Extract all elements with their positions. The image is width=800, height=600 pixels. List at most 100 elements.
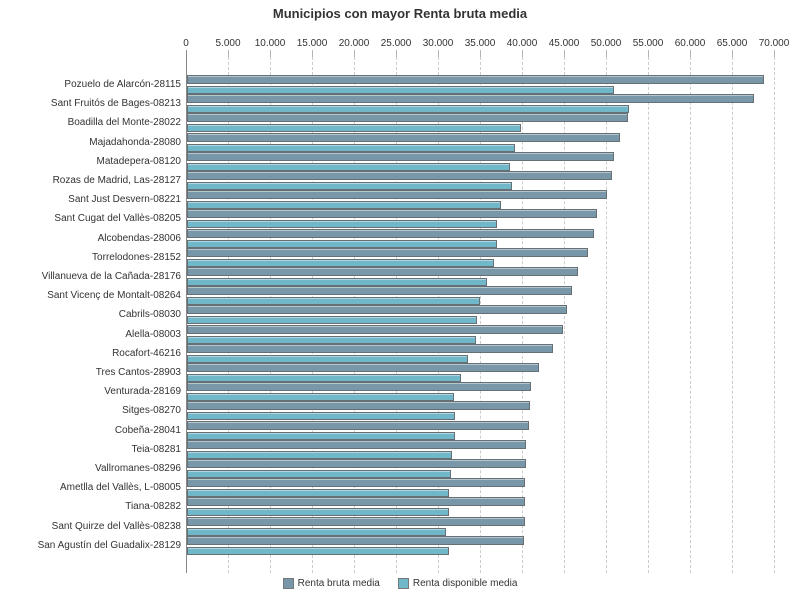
gridline (312, 57, 313, 573)
category-label: Boadilla del Monte-28022 (67, 117, 181, 129)
x-tick-label: 15.000 (296, 38, 328, 49)
bar-renta-bruta (187, 113, 628, 123)
bar-renta-bruta (187, 401, 530, 411)
bar-renta-bruta (187, 151, 614, 161)
gridline (606, 57, 607, 573)
category-label: Tres Cantos-28903 (95, 367, 181, 378)
chart-title: Municipios con mayor Renta bruta media (272, 6, 528, 21)
category-label: Cobeña-28041 (114, 424, 181, 436)
legend-label-renta-bruta: Renta bruta media (297, 578, 380, 589)
gridline (228, 57, 229, 573)
bar-renta-disponible (187, 297, 481, 306)
bar-renta-disponible (187, 278, 487, 286)
bar-renta-disponible (187, 374, 461, 382)
x-tick-label: 25.000 (380, 38, 412, 49)
x-tick-label: 70.000 (758, 38, 790, 49)
bar-renta-disponible (187, 431, 455, 440)
category-label: San Agustín del Guadalix-28129 (37, 539, 181, 551)
x-tick-mark (648, 50, 649, 57)
gridline (438, 57, 439, 573)
x-tick-label: 60.000 (674, 38, 706, 49)
x-tick-mark (270, 50, 271, 57)
x-tick-mark (480, 50, 481, 57)
bar-renta-disponible (187, 508, 450, 517)
bar-renta-disponible (187, 412, 455, 421)
category-label: Vallromanes-08296 (95, 463, 181, 474)
x-tick-mark (564, 50, 565, 57)
category-label: Alcobendas-28006 (97, 232, 181, 244)
gridline (354, 57, 355, 573)
gridline (522, 57, 523, 573)
x-tick-label: 20.000 (338, 38, 370, 49)
x-tick-label: 45.000 (548, 38, 580, 49)
bar-renta-disponible (187, 105, 629, 114)
x-tick-label: 30.000 (422, 38, 454, 49)
bar-renta-disponible (187, 527, 446, 536)
bar-renta-disponible (187, 354, 469, 363)
gridline (480, 57, 481, 573)
category-label: Sant Quirze del Vallès-08238 (51, 520, 181, 532)
category-label: Teia-08281 (131, 443, 181, 455)
bar-renta-bruta (187, 382, 532, 392)
legend-swatch-renta-bruta (282, 578, 294, 589)
x-tick-mark (396, 50, 397, 57)
x-tick-label: 5.000 (215, 38, 241, 49)
y-axis-line (186, 50, 187, 573)
bar-renta-bruta (187, 305, 567, 315)
legend-label-renta-disponible: Renta disponible media (412, 578, 518, 589)
x-tick-mark (228, 50, 229, 57)
x-tick-label: 0 (183, 38, 189, 49)
plot-area (186, 57, 775, 573)
bar-renta-disponible (187, 86, 614, 94)
category-label: Sant Cugat del Vallès-08205 (54, 213, 181, 225)
x-tick-mark (438, 50, 439, 57)
bar-renta-bruta (187, 267, 579, 276)
category-label: Torrelodones-28152 (92, 251, 181, 263)
x-tick-label: 10.000 (254, 38, 286, 49)
category-label: Venturada-28169 (104, 386, 181, 398)
bar-renta-disponible (187, 201, 502, 210)
bar-renta-disponible (187, 335, 476, 344)
bar-renta-bruta (187, 228, 595, 238)
bar-renta-bruta (187, 535, 524, 545)
gridline (564, 57, 565, 573)
bar-renta-bruta (187, 478, 525, 488)
bar-renta-disponible (187, 182, 513, 190)
bar-renta-disponible (187, 470, 451, 478)
bar-renta-disponible (187, 450, 452, 459)
x-tick-label: 50.000 (590, 38, 622, 49)
gridline (648, 57, 649, 573)
bar-renta-bruta (187, 420, 529, 430)
bar-renta-bruta (187, 459, 526, 468)
bar-renta-bruta (187, 439, 527, 449)
category-label: Pozuelo de Alarcón-28115 (64, 79, 181, 90)
bar-renta-disponible (187, 220, 497, 229)
gridline (774, 57, 775, 573)
x-tick-mark (690, 50, 691, 57)
category-label: Rozas de Madrid, Las-28127 (52, 175, 181, 186)
category-label: Majadahonda-28080 (89, 136, 181, 148)
bar-renta-disponible (187, 239, 497, 248)
bar-renta-disponible (187, 546, 450, 555)
bar-renta-bruta (187, 363, 539, 372)
category-label: Villanueva de la Cañada-28176 (41, 271, 181, 282)
x-tick-mark (606, 50, 607, 57)
x-tick-mark (774, 50, 775, 57)
bar-renta-bruta (187, 286, 572, 296)
bar-renta-bruta (187, 171, 613, 180)
category-label: Rocafort-46216 (112, 347, 181, 359)
bar-renta-disponible (187, 143, 516, 152)
x-tick-mark (354, 50, 355, 57)
category-label: Sant Vicenç de Montalt-08264 (47, 290, 181, 302)
category-label: Ametlla del Vallès, L-08005 (60, 482, 181, 494)
bar-renta-bruta (187, 75, 765, 84)
gridline (270, 57, 271, 573)
bar-renta-bruta (187, 516, 525, 526)
category-label: Sitges-08270 (122, 405, 181, 417)
bar-renta-bruta (187, 497, 525, 507)
legend: Renta bruta media Renta disponible media (0, 578, 800, 589)
category-label: Alella-08003 (125, 328, 181, 340)
x-tick-mark (732, 50, 733, 57)
bar-renta-bruta (187, 94, 754, 104)
